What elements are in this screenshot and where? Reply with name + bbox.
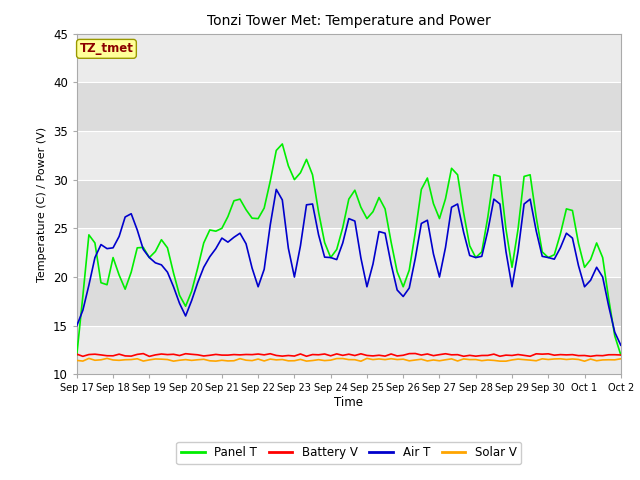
X-axis label: Time: Time — [334, 396, 364, 409]
Title: Tonzi Tower Met: Temperature and Power: Tonzi Tower Met: Temperature and Power — [207, 14, 491, 28]
Text: TZ_tmet: TZ_tmet — [79, 42, 133, 55]
Y-axis label: Temperature (C) / Power (V): Temperature (C) / Power (V) — [37, 126, 47, 282]
Bar — [77, 277, 621, 326]
Bar — [77, 326, 621, 374]
Bar — [77, 34, 621, 82]
Bar — [77, 82, 621, 131]
Legend: Panel T, Battery V, Air T, Solar V: Panel T, Battery V, Air T, Solar V — [176, 442, 522, 464]
Bar — [77, 228, 621, 277]
Bar — [77, 131, 621, 180]
Bar — [77, 180, 621, 228]
